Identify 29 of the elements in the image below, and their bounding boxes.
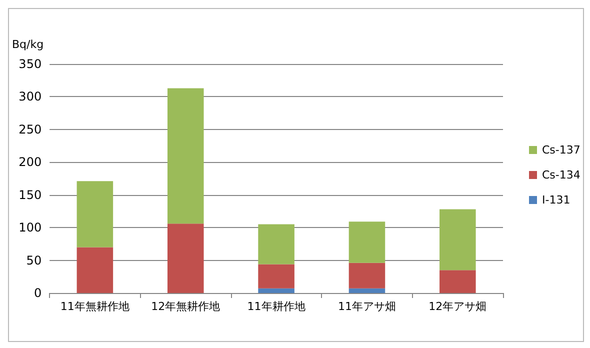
bar xyxy=(348,222,386,263)
y-tick-label: 200 xyxy=(18,155,42,170)
bar xyxy=(258,288,294,293)
y-axis-title: Bq/kg xyxy=(12,38,44,51)
y-tick-label: 250 xyxy=(18,122,42,136)
x-tick-label: 12年アサ畑 xyxy=(428,300,487,313)
y-tick-label: 150 xyxy=(18,188,42,202)
y-tick-label: 50 xyxy=(26,253,42,268)
bar xyxy=(348,262,386,288)
bar xyxy=(167,224,204,293)
x-tick-label: 11年アサ畑 xyxy=(338,300,396,313)
bar xyxy=(440,270,476,293)
y-tick-label: 300 xyxy=(18,90,42,104)
bar xyxy=(440,209,476,270)
x-tick-label: 12年無耕作地 xyxy=(151,300,220,313)
legend-label: I-131 xyxy=(542,194,570,206)
legend-label: Cs-137 xyxy=(542,144,580,156)
legend-label: Cs-134 xyxy=(542,168,580,182)
bar xyxy=(258,224,294,264)
bar xyxy=(167,88,204,224)
bar xyxy=(76,181,114,248)
y-tick-label: 100 xyxy=(18,220,42,235)
y-tick-label: 350 xyxy=(18,57,42,71)
bar xyxy=(76,247,114,293)
bar xyxy=(258,264,294,288)
x-tick-label: 11年耕作地 xyxy=(247,300,306,313)
x-tick-label: 11年無耕作地 xyxy=(60,300,130,313)
y-tick-label: 0 xyxy=(34,286,42,300)
bar xyxy=(348,288,386,293)
